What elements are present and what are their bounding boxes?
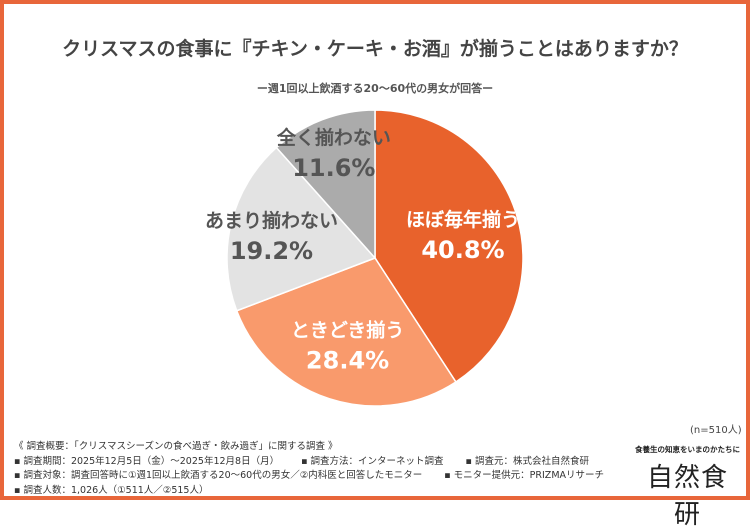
note-period: ▪ 調査期間：2025年12月5日（金）〜2025年12月8日（月） <box>14 455 280 467</box>
pie-slice <box>235 257 457 407</box>
chart-title: クリスマスの食事に『チキン・ケーキ・お酒』が揃うことはありますか？ <box>62 38 688 60</box>
brand: 食養生の知恵をいまのかたちに 自然食研 <box>635 444 740 531</box>
slice-label: あまり揃わない <box>205 209 338 232</box>
slice-value-label: 11.6% <box>292 154 375 182</box>
brand-tagline: 食養生の知恵をいまのかたちに <box>635 445 740 454</box>
note-provider: ▪ モニター提供元：PRIZMAリサーチ <box>444 470 605 481</box>
survey-notes: 《 調査概要：「クリスマスシーズンの食べ過ぎ・飲み過ぎ」に関する調査 》 ▪ 調… <box>14 440 604 498</box>
pie-slice <box>226 146 377 312</box>
frame-border <box>0 0 750 500</box>
slice-label: ときどき揃う <box>291 318 404 341</box>
brand-logo: 自然食研 <box>646 463 728 530</box>
note-overview: 《 調査概要：「クリスマスシーズンの食べ過ぎ・飲み過ぎ」に関する調査 》 <box>14 441 338 452</box>
pie-chart: ほぼ毎年揃う 40.8% ときどき揃う 28.4% あまり揃わない 19.2% 全く揃わない… <box>205 109 524 407</box>
note-target: ▪ 調査対象：調査回答時に①週1回以上飲酒する20〜60代の男女／②内科医と回答… <box>14 470 423 481</box>
slice-value-label: 28.4% <box>306 346 389 374</box>
slice-label: 全く揃わない <box>276 126 391 149</box>
slice-value-label: 19.2% <box>230 237 313 265</box>
slice-label: ほぼ毎年揃う <box>406 208 520 231</box>
pie-slice <box>275 109 376 260</box>
sample-size: (n=510人) <box>690 425 742 436</box>
note-count: ▪ 調査人数：1,026人（①511人／②515人） <box>14 484 209 496</box>
note-method: ▪ 調査方法：インターネット調査 <box>301 455 444 467</box>
slice-value-label: 40.8% <box>421 236 504 264</box>
chart-subtitle: ー週1回以上飲酒する20〜60代の男女が回答ー <box>256 82 494 95</box>
note-source: ▪ 調査元：株式会社自然食研 <box>465 455 590 467</box>
